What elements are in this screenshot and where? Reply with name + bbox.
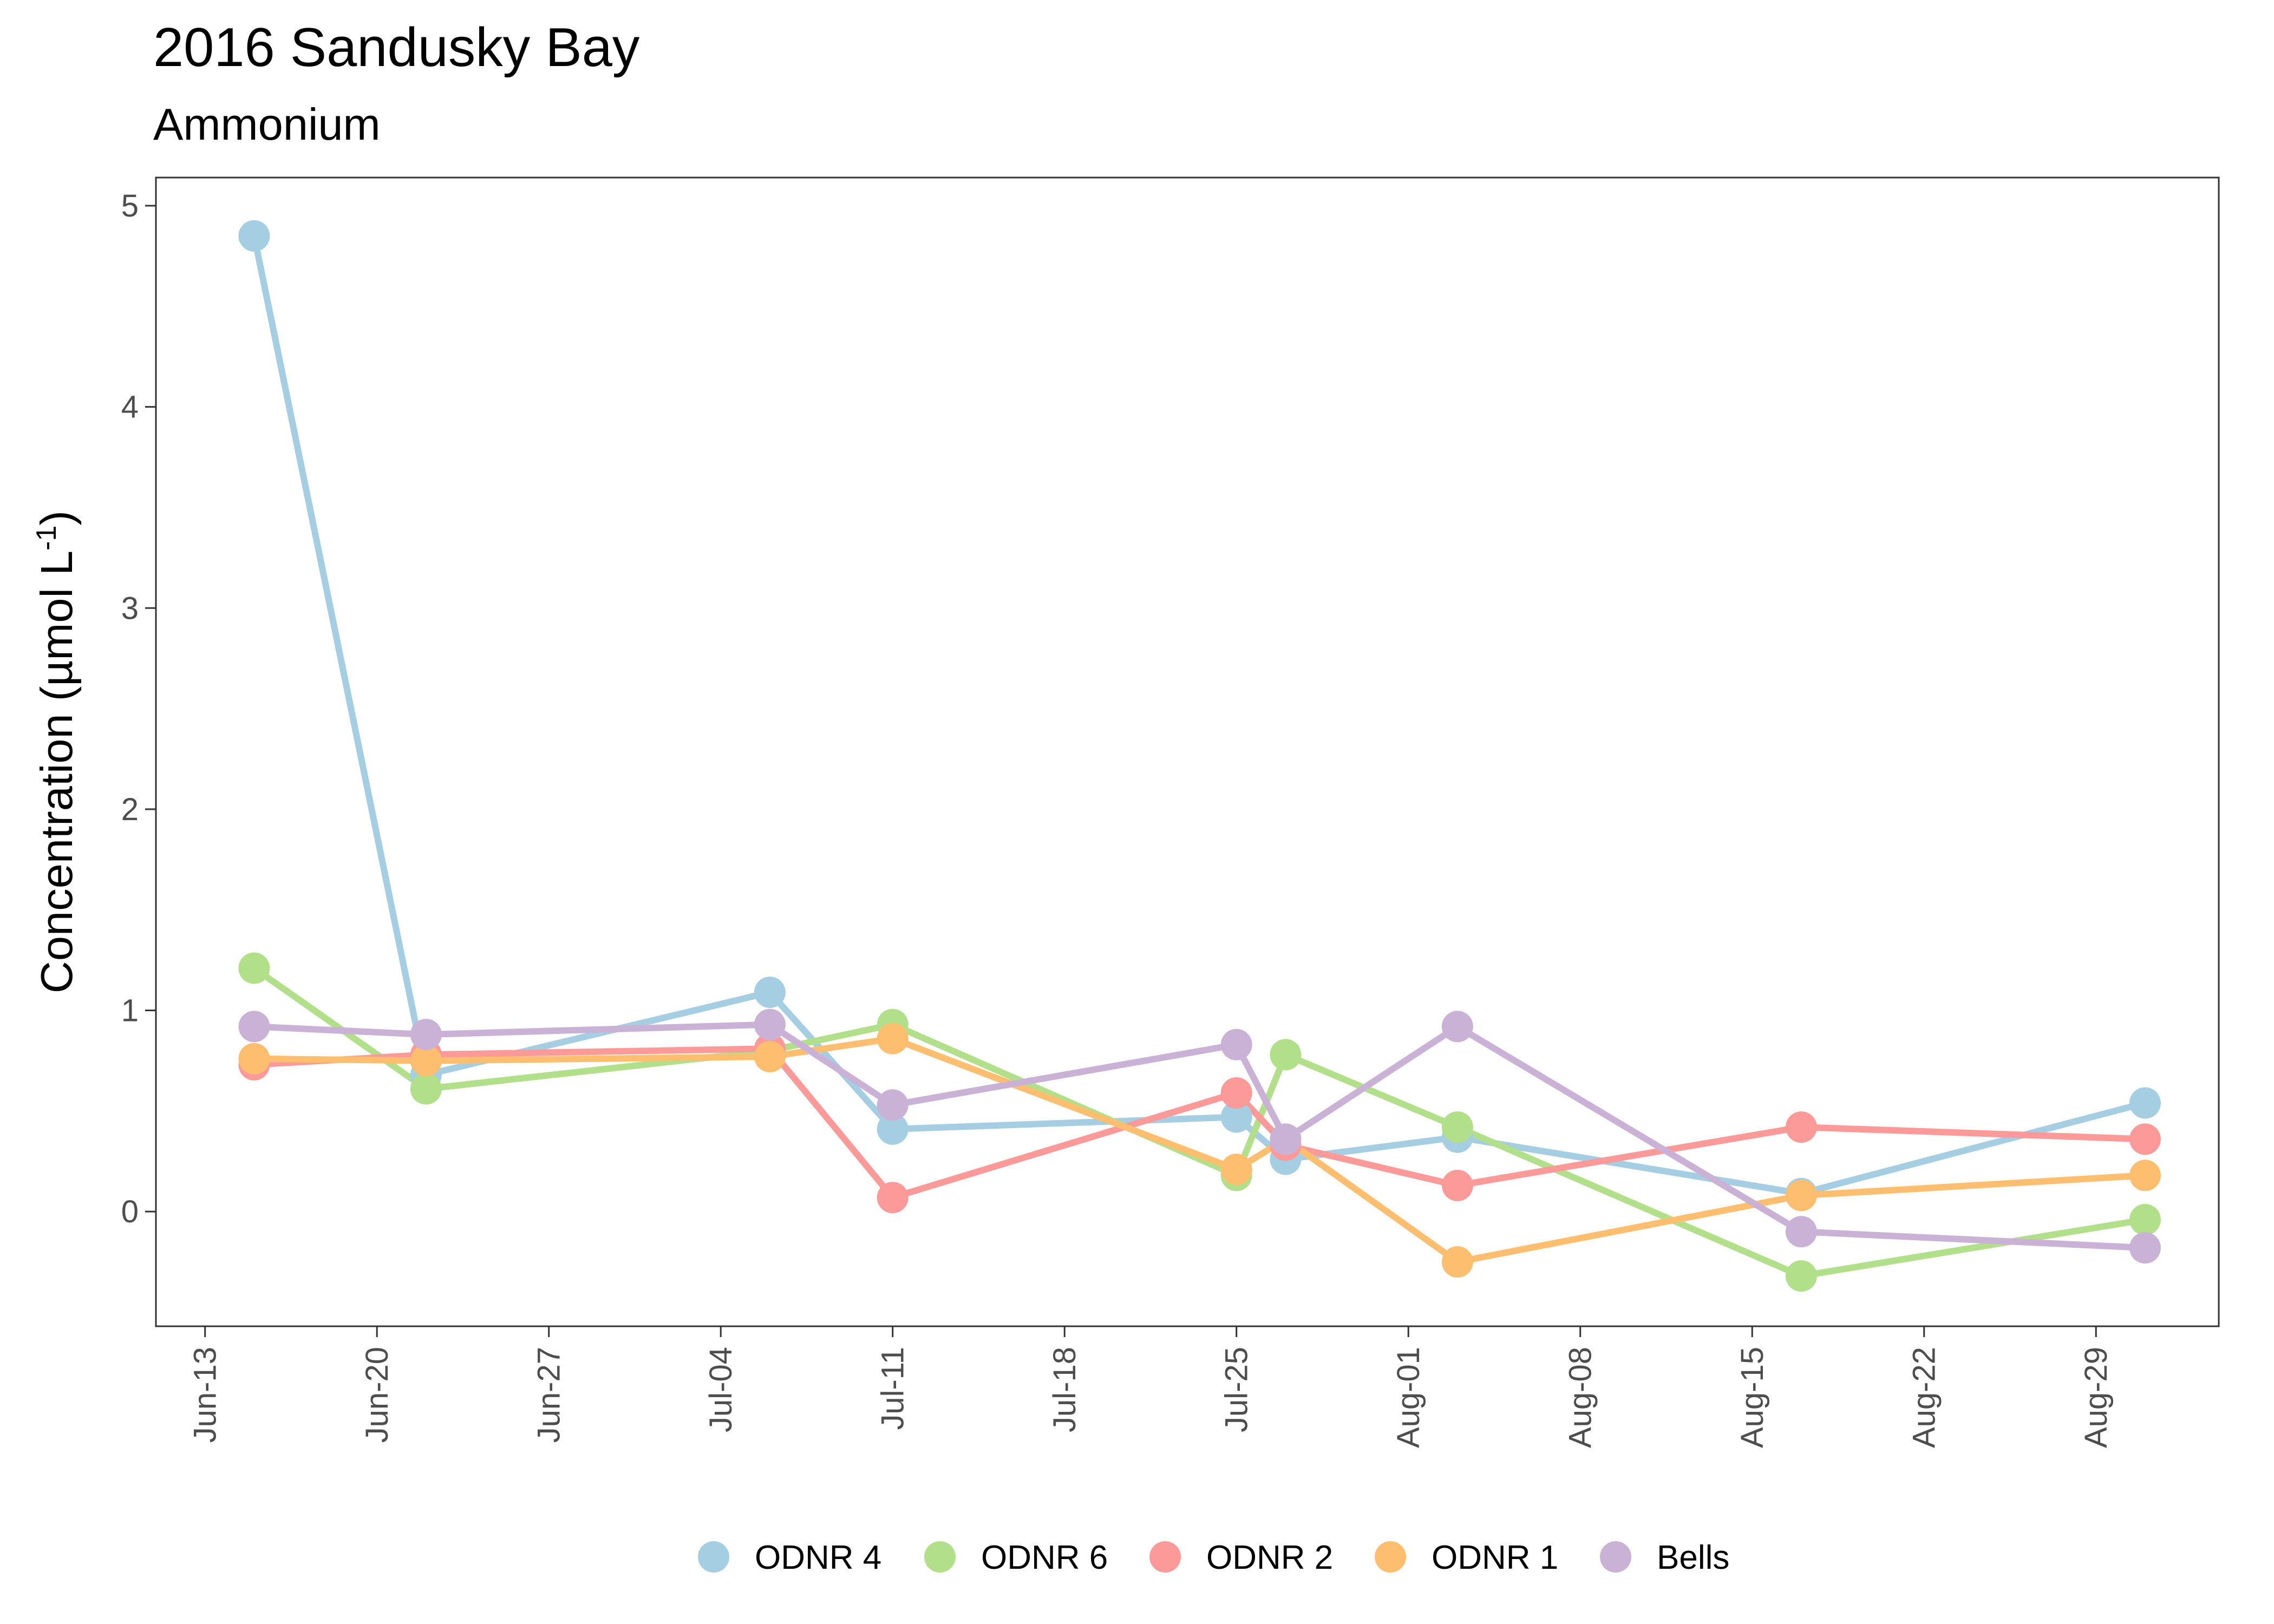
x-tick-label-5: Jul-18 [1047,1347,1082,1432]
data-point-4-2 [754,1009,786,1040]
y-tick-label-3: 3 [121,591,139,626]
y-axis-title-main: Concentration (µmol L [31,551,82,993]
legend-key-1 [924,1541,956,1573]
x-tick-label-7: Aug-01 [1391,1347,1426,1448]
data-point-3-4 [1220,1154,1252,1186]
chart-title: 2016 Sandusky Bay [153,17,640,78]
data-point-3-1 [410,1045,442,1077]
x-tick-label-10: Aug-22 [1907,1347,1942,1448]
legend: ODNR 4 ODNR 6 ODNR 2 ODNR 1 Bells [698,1539,1729,1576]
legend-key-4 [1600,1541,1631,1573]
y-tick-label-1: 1 [121,993,139,1029]
data-point-2-6 [1441,1169,1473,1201]
x-tick-label-3: Jul-04 [703,1347,739,1432]
x-tick-label-8: Aug-08 [1563,1347,1598,1448]
plot-marks [238,220,2161,1292]
y-axis: 0 1 2 3 4 5 [121,188,156,1229]
data-point-1-7 [1785,1260,1817,1292]
data-point-0-3 [877,1113,909,1145]
data-point-4-0 [238,1011,270,1043]
data-point-1-1 [410,1073,442,1105]
data-point-0-8 [2129,1087,2161,1119]
data-point-4-5 [1270,1123,1302,1155]
x-tick-label-2: Jun-27 [532,1347,567,1443]
data-point-4-1 [410,1019,442,1051]
y-axis-title: Concentration (µmol L-1) [31,510,82,993]
legend-key-0 [698,1541,729,1573]
legend-label-2: ODNR 2 [1206,1539,1333,1576]
data-point-2-7 [1785,1111,1817,1143]
data-point-1-6 [1441,1111,1473,1143]
y-tick-label-5: 5 [121,188,139,224]
data-point-3-0 [238,1043,270,1075]
x-tick-label-9: Aug-15 [1735,1347,1770,1448]
data-point-3-6 [1441,1246,1473,1278]
series-line-3 [251,1035,2148,1266]
legend-key-3 [1375,1541,1406,1573]
data-point-3-2 [754,1041,786,1072]
y-tick-label-2: 2 [121,792,139,827]
data-point-4-6 [1441,1011,1473,1043]
x-tick-label-4: Jul-11 [875,1347,911,1430]
x-tick-label-1: Jun-20 [360,1347,395,1443]
legend-label-4: Bells [1657,1539,1729,1576]
legend-label-1: ODNR 6 [981,1539,1108,1576]
chart-subtitle: Ammonium [153,99,381,149]
data-point-3-7 [1785,1180,1817,1212]
data-point-1-8 [2129,1204,2161,1235]
y-axis-title-superscript: -1 [31,526,62,551]
data-point-0-4 [1220,1101,1252,1133]
y-tick-label-4: 4 [121,390,139,425]
data-point-0-0 [238,220,270,252]
plot-panel-border [155,176,2220,1327]
data-point-4-8 [2129,1232,2161,1264]
y-tick-label-0: 0 [121,1194,139,1229]
legend-label-0: ODNR 4 [755,1539,881,1576]
legend-key-2 [1149,1541,1181,1573]
legend-label-3: ODNR 1 [1432,1539,1558,1576]
data-point-3-3 [877,1023,909,1055]
series-line-1 [251,965,2148,1280]
data-point-2-4 [1220,1077,1252,1109]
x-tick-label-0: Jun-13 [188,1347,223,1443]
data-point-4-4 [1220,1029,1252,1060]
data-point-1-0 [238,952,270,984]
x-tick-label-11: Aug-29 [2079,1347,2114,1448]
data-point-3-8 [2129,1160,2161,1191]
data-point-4-7 [1785,1216,1817,1248]
y-axis-title-suffix: ) [31,510,82,526]
x-axis: Jun-13 Jun-20 Jun-27 Jul-04 Jul-11 Jul-18 Jul-… [188,1326,2114,1448]
data-point-0-2 [754,977,786,1009]
data-point-2-3 [877,1182,909,1214]
data-point-2-8 [2129,1123,2161,1155]
x-tick-label-6: Jul-25 [1219,1347,1254,1432]
data-point-1-5 [1270,1039,1302,1071]
data-point-4-3 [877,1089,909,1121]
